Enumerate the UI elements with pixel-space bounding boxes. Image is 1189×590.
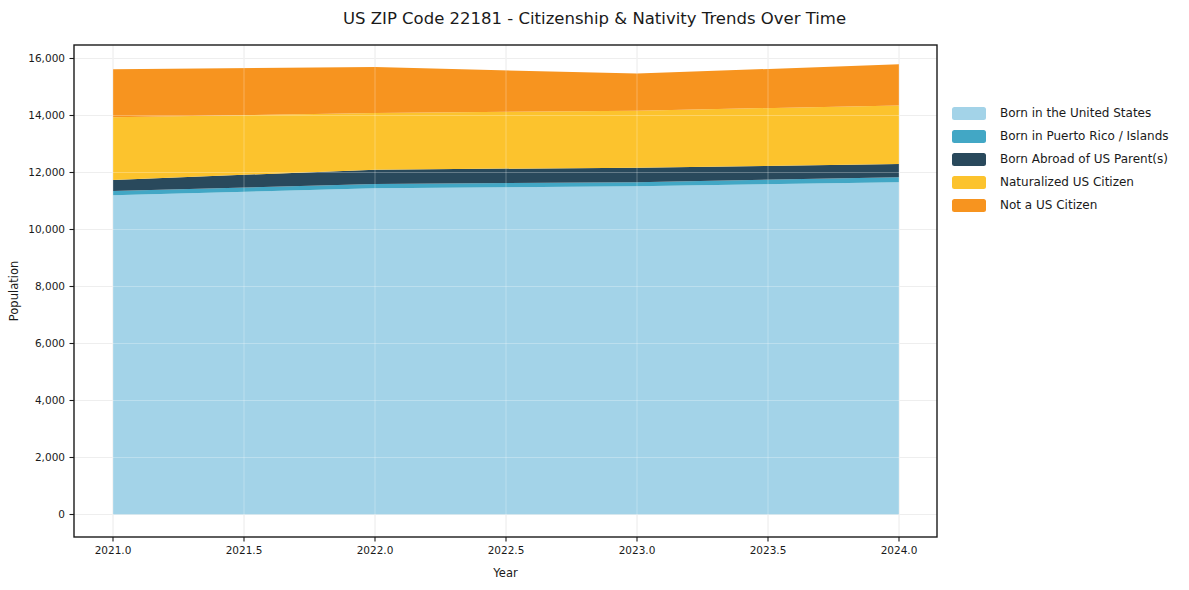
y-tick-label: 0: [58, 508, 65, 520]
legend-swatch-icon: [952, 130, 986, 143]
chart-title: US ZIP Code 22181 - Citizenship & Nativi…: [0, 9, 1189, 28]
y-tick-label: 8,000: [35, 280, 65, 292]
x-tick-label: 2021.5: [226, 544, 263, 556]
legend-item: Naturalized US Citizen: [952, 175, 1169, 189]
legend-swatch-icon: [952, 107, 986, 120]
legend-label: Born in the United States: [1000, 106, 1151, 120]
x-tick-label: 2022.0: [357, 544, 394, 556]
legend-item: Born in Puerto Rico / Islands: [952, 129, 1169, 143]
legend: Born in the United States Born in Puerto …: [952, 106, 1169, 221]
x-tick-label: 2023.5: [750, 544, 787, 556]
x-tick-label: 2021.0: [95, 544, 132, 556]
x-tick-label: 2024.0: [881, 544, 918, 556]
y-tick-label: 6,000: [35, 337, 65, 349]
legend-swatch-icon: [952, 199, 986, 212]
y-tick-label: 10,000: [28, 223, 65, 235]
legend-swatch-icon: [952, 176, 986, 189]
legend-label: Born Abroad of US Parent(s): [1000, 152, 1168, 166]
area-chart-svg: 2021.0 2021.5 2022.0 2022.5 2023.0 2023.5 2024…: [0, 0, 1189, 590]
figure: 2021.0 2021.5 2022.0 2022.5 2023.0 2023.5 2024…: [0, 0, 1189, 590]
legend-label: Not a US Citizen: [1000, 198, 1097, 212]
legend-label: Naturalized US Citizen: [1000, 175, 1134, 189]
y-tick-label: 16,000: [28, 52, 65, 64]
legend-item: Not a US Citizen: [952, 198, 1169, 212]
y-tick-label: 4,000: [35, 394, 65, 406]
legend-swatch-icon: [952, 153, 986, 166]
legend-item: Born in the United States: [952, 106, 1169, 120]
y-tick-label: 2,000: [35, 451, 65, 463]
x-tick-label: 2022.5: [488, 544, 525, 556]
x-axis-label: Year: [74, 566, 937, 580]
x-tick-label: 2023.0: [619, 544, 656, 556]
y-tick-label: 12,000: [28, 166, 65, 178]
y-axis-label: Population: [7, 261, 21, 321]
legend-item: Born Abroad of US Parent(s): [952, 152, 1169, 166]
y-tick-label: 14,000: [28, 109, 65, 121]
legend-label: Born in Puerto Rico / Islands: [1000, 129, 1169, 143]
